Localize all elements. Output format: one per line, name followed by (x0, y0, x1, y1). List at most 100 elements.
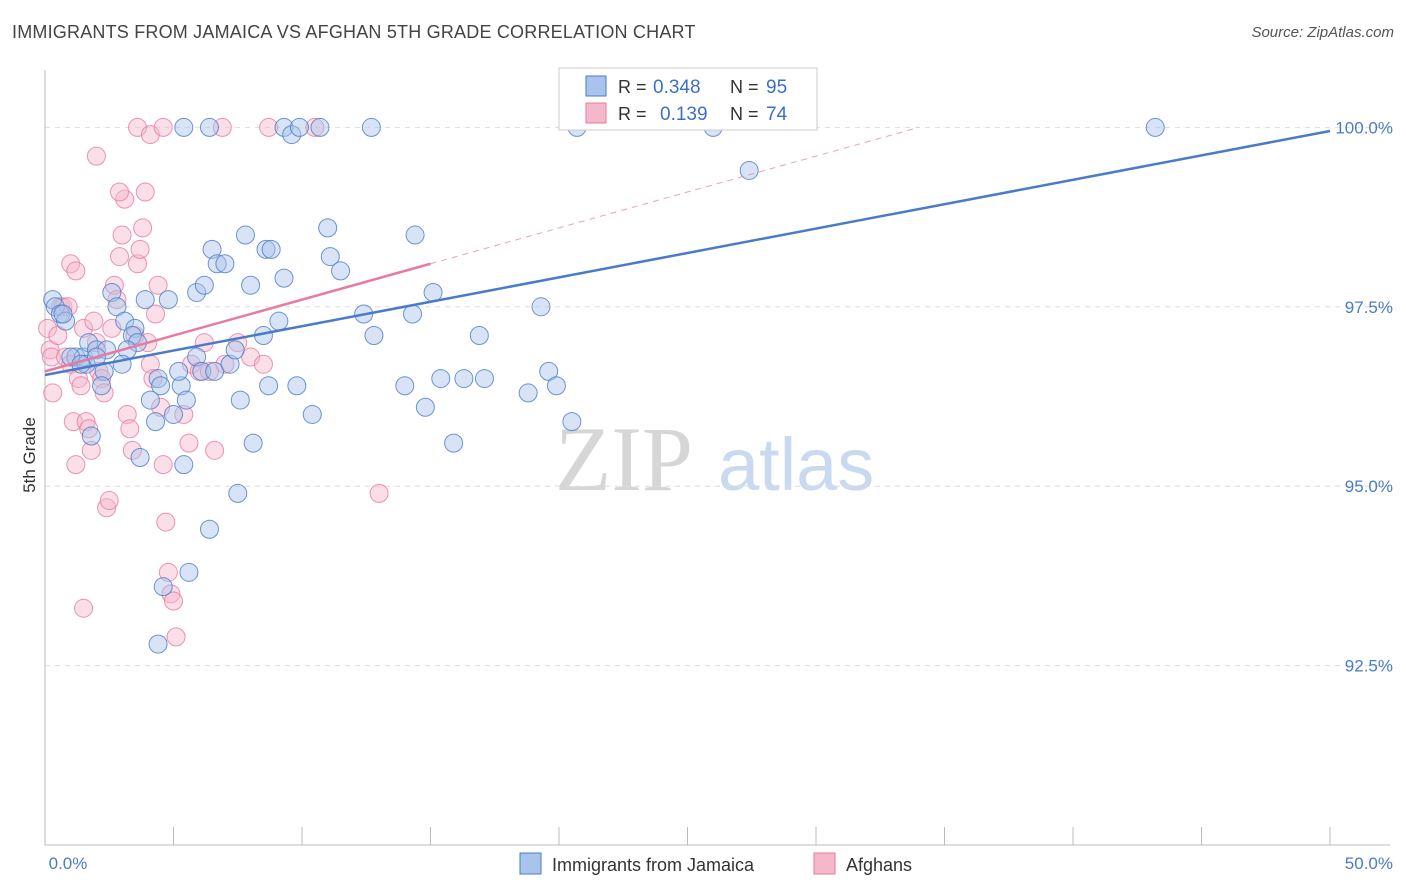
afghan-point (41, 347, 61, 367)
jamaica-point (546, 376, 566, 396)
afghan-point (148, 275, 168, 295)
jamaica-point (220, 354, 240, 374)
jamaica-point (403, 304, 423, 324)
jamaica-point (125, 318, 145, 338)
jamaica-point (518, 383, 538, 403)
afghan-point (253, 354, 273, 374)
afghan-point (76, 412, 96, 432)
afghan-point (128, 254, 148, 274)
legend-pink-swatch (585, 102, 607, 124)
jamaica-point (364, 326, 384, 346)
jamaica-point (269, 311, 289, 331)
legend-r-value-pink: 0.139 (660, 104, 708, 125)
afghan-point (174, 404, 194, 424)
watermark-zip: ZIP (555, 408, 693, 510)
jamaica-point (135, 290, 155, 310)
afghan-point (120, 419, 140, 439)
y-axis-label: 5th Grade (20, 417, 39, 493)
jamaica-point (241, 275, 261, 295)
source-label: Source: ZipAtlas.com (1251, 24, 1394, 41)
legend-r-value-blue: 0.348 (653, 77, 701, 98)
afghan-point (156, 512, 176, 532)
afghan-point (205, 440, 225, 460)
legend-r-label-pink: R = (618, 104, 647, 124)
afghan-point (43, 383, 63, 403)
jamaica-point (207, 254, 227, 274)
legend-n-label-blue: N = (730, 77, 759, 97)
series-legend: Immigrants from Jamaica Afghans (519, 852, 912, 875)
jamaica-point (151, 376, 171, 396)
legend-blue-swatch (585, 75, 607, 97)
afghan-point (166, 627, 186, 647)
afghan-point (74, 598, 94, 618)
legend-n-value-pink: 74 (766, 104, 788, 125)
jamaica-point (148, 369, 168, 389)
jamaica-point (130, 448, 150, 467)
afghan-point (369, 483, 389, 503)
jamaica-point (205, 361, 225, 381)
afghan-point (164, 591, 183, 611)
jamaica-point (320, 247, 340, 267)
afghan-trend-extension (430, 126, 919, 265)
afghan-point (84, 311, 104, 331)
jamaica-point (431, 369, 451, 389)
jamaica-point (395, 376, 415, 396)
jamaica-point (228, 483, 248, 503)
jamaica-point (331, 261, 351, 281)
afghan-point (215, 354, 235, 374)
afghan-point (110, 182, 130, 202)
jamaica-point (287, 376, 307, 396)
jamaica-point (81, 426, 101, 446)
bottom-legend-pink-swatch (813, 852, 836, 875)
jamaica-point (153, 577, 173, 597)
y-tick-label: 97.5% (1345, 298, 1393, 317)
jamaica-point (318, 218, 338, 238)
afghan-point (146, 304, 166, 324)
chart-title: IMMIGRANTS FROM JAMAICA VS AFGHAN 5TH GR… (12, 22, 696, 42)
jamaica-point (171, 376, 191, 396)
jamaica-point (199, 519, 219, 539)
x-tick-label: 0.0% (49, 854, 88, 873)
jamaica-point (194, 275, 214, 295)
jamaica-point (174, 455, 194, 475)
jamaica-point (289, 117, 309, 137)
afghan-point (153, 455, 173, 475)
jamaica-trend-line (44, 129, 1331, 377)
jamaica-point (187, 347, 207, 367)
legend-r-label-blue: R = (618, 77, 647, 97)
y-tick-label: 95.0% (1345, 477, 1393, 496)
afghan-point (99, 491, 119, 511)
afghan-point (104, 275, 124, 295)
y-tick-label: 100.0% (1335, 118, 1393, 137)
afghan-point (79, 419, 99, 439)
jamaica-point (199, 117, 219, 137)
jamaica-point (187, 282, 207, 302)
bottom-legend-blue-swatch (519, 852, 542, 875)
jamaica-point (92, 376, 112, 396)
jamaica-point (423, 282, 443, 302)
jamaica-point (302, 404, 322, 424)
jamaica-point (146, 412, 166, 432)
afghan-point (117, 404, 137, 424)
afghan-point (161, 584, 181, 604)
jamaica-point (361, 117, 381, 137)
afghan-point (86, 146, 106, 166)
x-tick-label: 50.0% (1345, 854, 1393, 873)
afghan-point (53, 297, 73, 317)
afghan-point (122, 440, 142, 460)
jamaica-point (53, 304, 73, 324)
jamaica-point (259, 376, 279, 396)
jamaica-point (282, 125, 302, 145)
jamaica-point (86, 340, 106, 360)
jamaica-point (164, 404, 183, 424)
afghan-point (130, 239, 150, 259)
afghan-point (133, 218, 153, 238)
jamaica-point (102, 282, 122, 302)
jamaica-point (310, 117, 330, 137)
jamaica-point (261, 239, 281, 259)
jamaica-point (61, 347, 81, 367)
stats-legend: R = 0.348 N = 95 R = 0.139 N = 74 (558, 67, 818, 131)
jamaica-point (225, 340, 245, 360)
afghan-point (66, 261, 86, 281)
